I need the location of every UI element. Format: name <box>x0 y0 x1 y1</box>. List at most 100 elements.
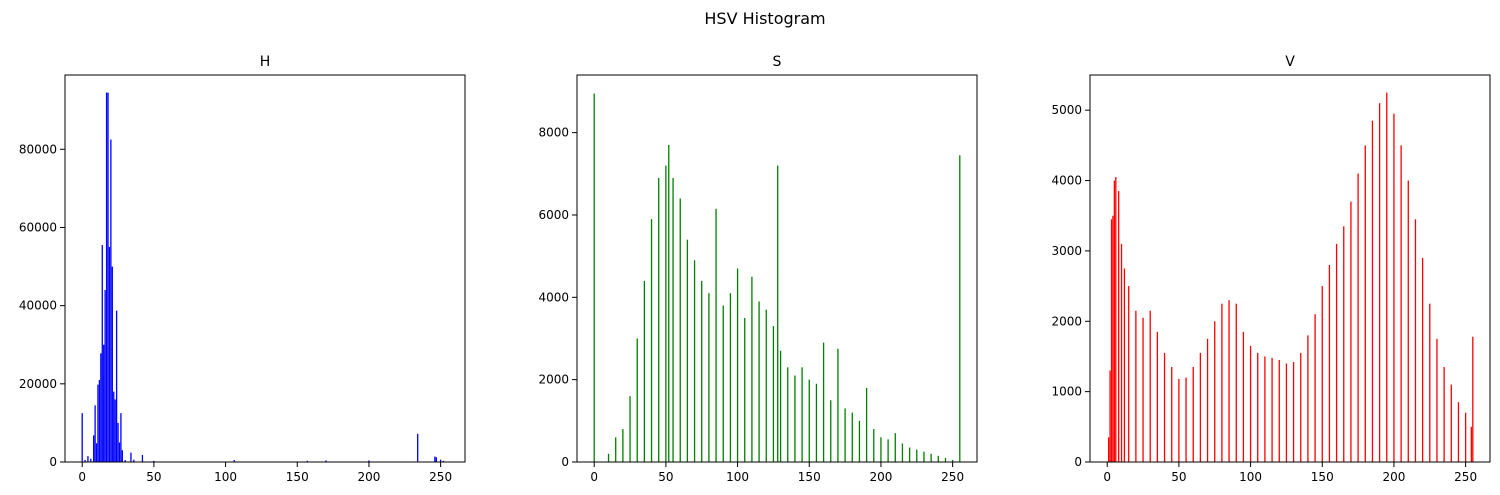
h-bar <box>120 413 122 462</box>
v-bar <box>1278 359 1280 462</box>
h-bar <box>325 460 327 462</box>
v-bar <box>1171 367 1173 462</box>
subplot-s: 0 50 100 150 200 250 0 2000 4000 6000 8000 S <box>538 54 978 484</box>
v-bar <box>1192 367 1194 462</box>
h-y-tick-label: 0 <box>49 455 57 469</box>
s-y-tick-label: 0 <box>561 455 569 469</box>
s-bar <box>672 177 674 462</box>
s-bar <box>873 429 875 462</box>
h-x-tick-label: 200 <box>357 470 380 484</box>
h-y-tick-label: 60000 <box>19 220 57 234</box>
v-bar <box>1271 357 1273 462</box>
v-bar <box>1199 352 1202 462</box>
s-bar <box>937 455 939 462</box>
s-bar <box>851 412 853 462</box>
h-bar <box>130 452 132 462</box>
h-x-tick-label: 100 <box>214 470 237 484</box>
h-bar <box>81 413 83 462</box>
s-bar <box>708 293 710 462</box>
v-bar <box>1113 180 1116 463</box>
s-bar <box>894 433 896 462</box>
v-bar <box>1472 336 1474 462</box>
v-bar <box>1470 426 1473 462</box>
subplot-v: 0 50 100 150 200 250 0 1000 2000 3000 4000 5000 V <box>1051 54 1491 484</box>
v-bar <box>1235 303 1237 462</box>
v-bar <box>1206 338 1209 462</box>
v-bar <box>1149 310 1151 462</box>
h-bar <box>100 353 102 462</box>
h-y-tick-label: 40000 <box>19 299 57 313</box>
v-bar <box>1378 103 1381 463</box>
h-bar <box>113 391 115 462</box>
v-bar <box>1142 317 1144 462</box>
s-bar <box>715 208 717 462</box>
subplot-h: 0 50 100 150 200 250 0 20000 40000 60000 80000 H <box>19 54 466 484</box>
s-bar <box>951 459 954 462</box>
v-x-tick-label: 150 <box>1311 470 1334 484</box>
h-bars <box>81 92 445 462</box>
h-bar <box>124 460 126 462</box>
v-bar <box>1421 257 1424 462</box>
s-x-tick-label: 0 <box>590 470 598 484</box>
h-bar <box>95 443 98 462</box>
s-bar <box>615 437 617 462</box>
h-y-tick-label: 20000 <box>19 377 57 391</box>
s-x-tick-label: 200 <box>869 470 892 484</box>
h-bar <box>114 399 116 462</box>
s-bar <box>751 276 753 462</box>
s-bar <box>593 93 595 462</box>
s-x-tick-label: 100 <box>726 470 749 484</box>
s-title: S <box>773 54 782 70</box>
s-x-tick-label: 250 <box>941 470 964 484</box>
s-bar <box>693 260 696 462</box>
s-bar <box>765 309 767 462</box>
h-bar <box>442 460 445 462</box>
v-bar <box>1112 215 1114 462</box>
s-bar <box>658 177 660 462</box>
v-x-tick-label: 250 <box>1454 470 1477 484</box>
v-bar <box>1110 219 1113 462</box>
v-bar <box>1386 92 1388 462</box>
s-bar <box>787 367 789 462</box>
v-bar <box>1407 180 1409 463</box>
h-x-tick-label: 250 <box>429 470 452 484</box>
v-bar <box>1371 120 1374 463</box>
v-x-tick-label: 50 <box>1171 470 1186 484</box>
h-x-tick-label: 0 <box>78 470 86 484</box>
s-bar <box>622 429 624 462</box>
s-bar <box>665 165 667 462</box>
s-bar <box>668 144 670 463</box>
s-bar <box>686 239 689 462</box>
h-bar <box>233 460 235 462</box>
v-y-tick-label: 0 <box>1074 455 1082 469</box>
s-x-tick-label: 150 <box>798 470 821 484</box>
h-bar <box>110 139 112 462</box>
h-bar <box>104 290 106 462</box>
v-bar <box>1436 338 1438 462</box>
h-bar <box>105 92 108 462</box>
h-bar <box>439 459 442 462</box>
v-y-tick-label: 1000 <box>1051 385 1082 399</box>
s-bar <box>722 305 724 462</box>
s-bar <box>736 268 739 462</box>
v-y-tick-label: 2000 <box>1051 314 1082 328</box>
v-bar <box>1414 219 1417 462</box>
h-bar <box>87 456 89 462</box>
v-bar <box>1350 201 1352 462</box>
s-bar <box>643 280 646 462</box>
h-bar <box>93 435 95 462</box>
s-bar <box>777 165 779 462</box>
s-x-tick-label: 50 <box>658 470 673 484</box>
h-bar <box>108 247 111 462</box>
v-y-tick-label: 3000 <box>1051 244 1082 258</box>
h-bar <box>90 458 92 462</box>
v-axes-frame <box>1089 74 1491 463</box>
v-bar <box>1292 362 1295 462</box>
s-bar <box>844 408 846 462</box>
s-bar <box>650 219 653 462</box>
v-bar <box>1242 331 1245 462</box>
h-x-tick-label: 50 <box>146 470 161 484</box>
v-bar <box>1135 310 1137 462</box>
h-bar <box>107 92 109 462</box>
v-bar <box>1314 314 1316 462</box>
